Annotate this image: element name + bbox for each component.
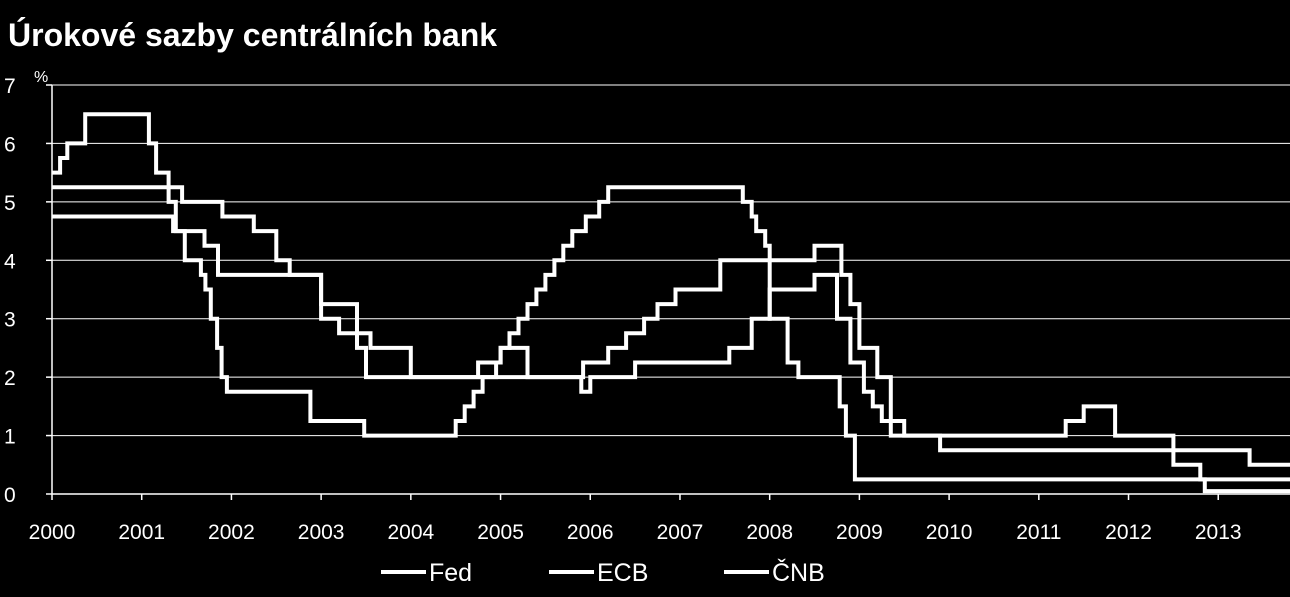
x-tick-label: 2012 [1105, 521, 1152, 544]
series-layer [52, 112, 1290, 494]
series-line-1 [52, 214, 1290, 467]
x-tick-label: 2002 [208, 521, 255, 544]
x-tick-label: 2005 [477, 521, 524, 544]
y-tick-label: 7 [4, 75, 16, 98]
x-tick-label: 2007 [657, 521, 704, 544]
x-tick-label: 2001 [118, 521, 165, 544]
x-tick-label: 2003 [298, 521, 345, 544]
chart-title: Úrokové sazby centrálních bank [8, 17, 497, 53]
x-tick-label: 2004 [387, 521, 434, 544]
series-line-2 [52, 185, 1290, 494]
y-tick-label: 4 [4, 250, 16, 273]
y-tick-label: 0 [4, 484, 16, 507]
legend-label: ČNB [772, 558, 825, 587]
y-axis-unit: % [34, 69, 48, 86]
x-tick-label: 2010 [926, 521, 973, 544]
y-tick-label: 6 [4, 133, 16, 156]
x-tick-label: 2009 [836, 521, 883, 544]
x-tick-label: 2000 [29, 521, 76, 544]
y-tick-label: 3 [4, 309, 16, 332]
legend: Fed ECB ČNB [381, 558, 825, 587]
y-tick-label: 1 [4, 426, 16, 449]
y-tick-label: 5 [4, 192, 16, 215]
legend-label: ECB [597, 559, 648, 587]
y-axis-ticks: 0 1 2 3 4 5 6 7 [4, 75, 52, 507]
y-tick-label: 2 [4, 367, 16, 390]
x-tick-label: 2013 [1195, 521, 1242, 544]
legend-label: Fed [429, 559, 472, 587]
x-tick-label: 2011 [1016, 521, 1061, 544]
series-line-0 [52, 112, 1290, 482]
x-axis-ticks: 2000 2001 2002 2003 2004 2005 2006 2007 2008 2009… [29, 494, 1242, 544]
x-tick-label: 2008 [746, 521, 793, 544]
gridlines [52, 84, 1290, 437]
x-tick-label: 2006 [567, 521, 614, 544]
